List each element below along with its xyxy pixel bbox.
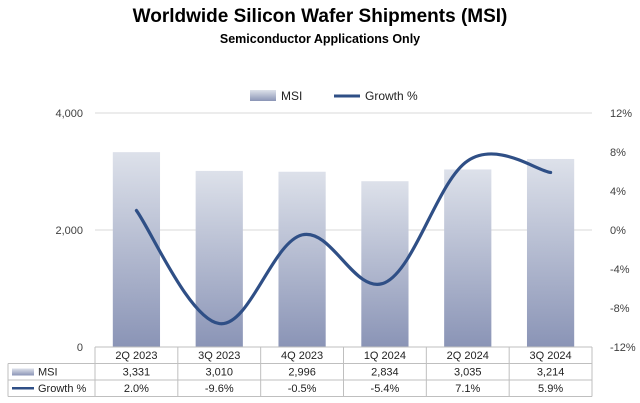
data-label: -0.5% xyxy=(288,383,317,395)
table-row-label: Growth % xyxy=(38,383,87,395)
data-label: -9.6% xyxy=(205,383,234,395)
data-label: 3,010 xyxy=(205,367,233,379)
x-tick-label: 3Q 2023 xyxy=(198,350,240,362)
gridlines xyxy=(95,112,592,231)
data-table: 2Q 2023 3Q 2023 4Q 2023 1Q 2024 2Q 2024 3Q 20… xyxy=(7,346,593,397)
chart-title: Worldwide Silicon Wafer Shipments (MSI) xyxy=(132,6,508,27)
data-label: -5.4% xyxy=(371,383,400,395)
bar xyxy=(444,169,492,347)
bar xyxy=(278,171,326,347)
y-right-tick-label: 0% xyxy=(610,225,626,237)
table-row-label: MSI xyxy=(38,367,58,379)
data-label: 2,996 xyxy=(288,367,316,379)
bar-series xyxy=(112,152,575,347)
x-tick-label: 2Q 2024 xyxy=(447,350,489,362)
data-label: 3,331 xyxy=(123,367,151,379)
chart-subtitle: Semiconductor Applications Only xyxy=(219,32,421,46)
y-left-tick-label: 4,000 xyxy=(55,108,83,120)
y-right-tick-label: 8% xyxy=(610,147,626,159)
data-label: 3,035 xyxy=(454,367,482,379)
data-label: 3,214 xyxy=(537,367,565,379)
growth-line-series xyxy=(134,152,553,326)
data-label: 2.0% xyxy=(124,383,149,395)
legend-swatch-bar xyxy=(250,90,276,101)
growth-line xyxy=(134,152,553,326)
bar xyxy=(361,181,409,347)
x-tick-label: 3Q 2024 xyxy=(529,350,571,362)
y-right-tick-label: -4% xyxy=(610,264,630,276)
axes: 0 2,000 4,000 -12% -8% -4% 0% 4% 8% 12% xyxy=(55,108,635,354)
y-left-tick-label: 2,000 xyxy=(55,225,83,237)
data-label: 7.1% xyxy=(455,383,480,395)
y-right-tick-label: 12% xyxy=(610,108,632,120)
bar xyxy=(112,152,161,347)
x-tick-label: 4Q 2023 xyxy=(281,350,323,362)
table-key-bar xyxy=(12,368,34,376)
legend: MSI Growth % xyxy=(250,89,418,103)
y-left-tick-label: 0 xyxy=(77,342,83,354)
data-label: 2,834 xyxy=(371,367,399,379)
x-tick-label: 1Q 2024 xyxy=(364,350,406,362)
y-right-tick-label: -8% xyxy=(610,303,630,315)
y-right-tick-label: 4% xyxy=(610,186,626,198)
bar xyxy=(526,158,575,347)
y-right-tick-label: -12% xyxy=(610,342,636,354)
legend-label: MSI xyxy=(281,89,302,103)
legend-label: Growth % xyxy=(365,89,418,103)
data-label: 5.9% xyxy=(538,383,563,395)
x-tick-label: 2Q 2023 xyxy=(115,350,157,362)
bar xyxy=(195,170,243,347)
